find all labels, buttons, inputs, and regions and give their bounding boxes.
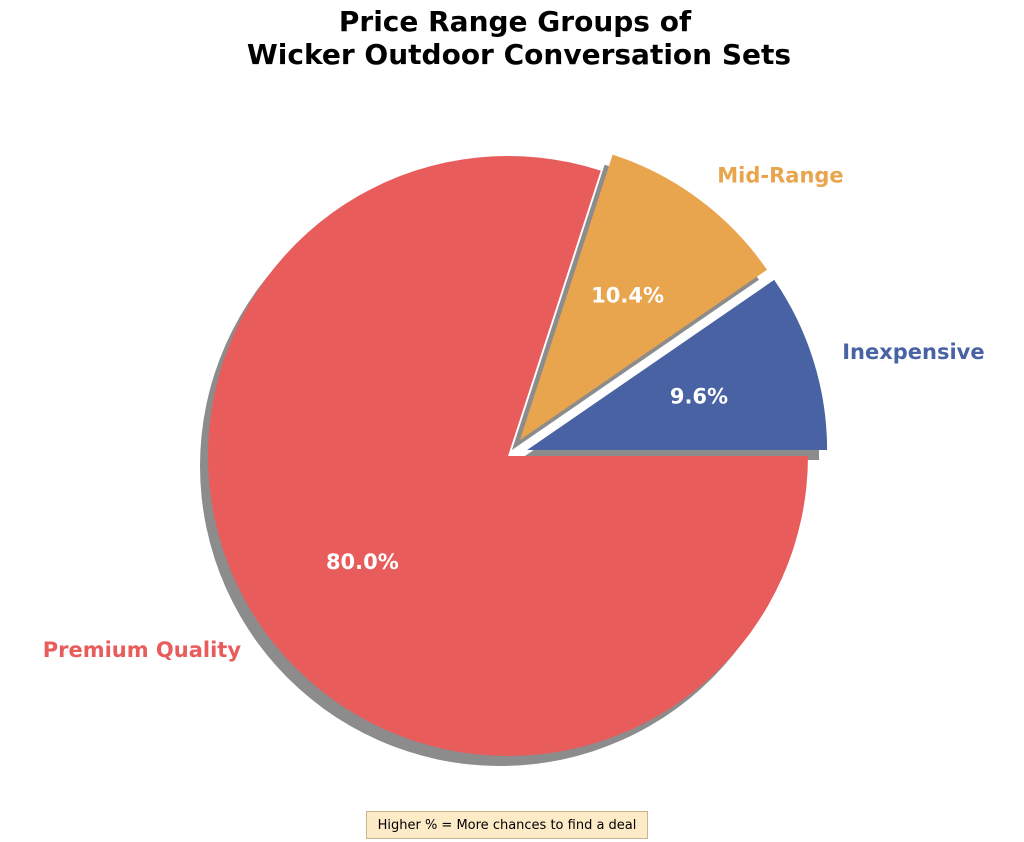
slice-label-mid-range: Mid-Range	[717, 163, 843, 187]
pct-label-mid-range: 10.4%	[591, 284, 664, 308]
pie-slice-mid-range	[519, 154, 768, 440]
pct-label-premium-quality: 80.0%	[326, 550, 399, 574]
slice-label-premium-quality: Premium Quality	[43, 638, 242, 662]
pie-labels: 9.6% Inexpensive 10.4% Mid-Range 80.0% Premiu…	[43, 163, 985, 662]
chart-title-line-2: Wicker Outdoor Conversation Sets	[247, 38, 791, 71]
pct-label-inexpensive: 9.6%	[670, 385, 728, 409]
pie-slices	[208, 154, 828, 756]
chart-title-line-1: Price Range Groups of	[339, 5, 692, 38]
note-text: Higher % = More chances to find a deal	[377, 817, 637, 833]
pie-slice-inexpensive	[527, 279, 828, 451]
pie-slice-premium-quality	[208, 155, 809, 756]
note-box: Higher % = More chances to find a deal	[366, 811, 648, 839]
slice-label-inexpensive: Inexpensive	[842, 340, 984, 364]
